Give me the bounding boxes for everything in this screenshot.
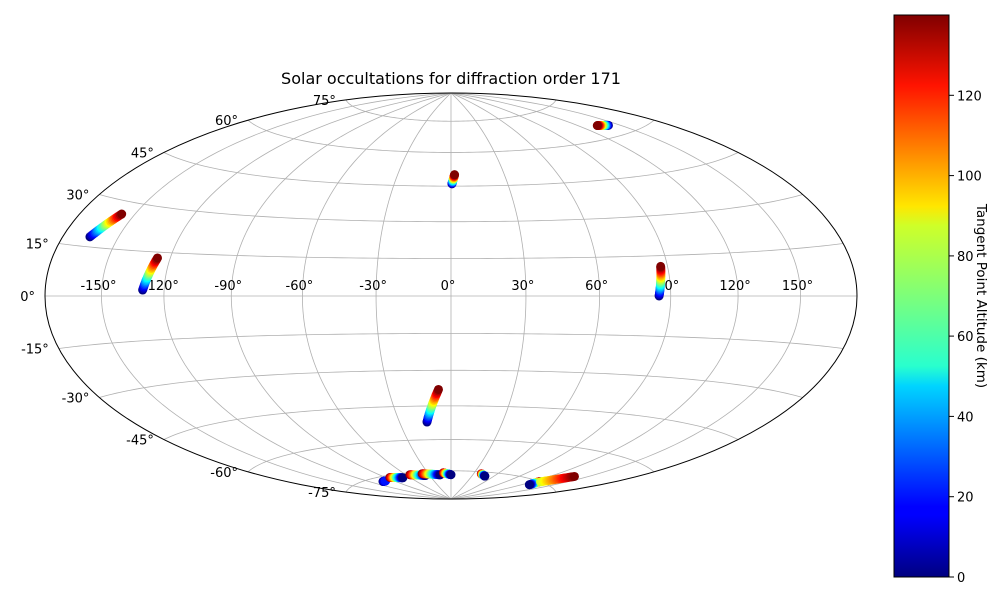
occultation-track <box>654 261 666 301</box>
occultation-track <box>385 472 408 483</box>
latitude-tick-label: -30° <box>62 392 90 407</box>
longitude-tick-labels: -150° -120° -90° -60° -30° 0° 30° 60° 90° 120° 150… <box>80 279 813 294</box>
graticule <box>45 93 857 499</box>
longitude-tick-label: 150° <box>782 279 813 294</box>
latitude-tick-label: 30° <box>66 189 89 204</box>
latitude-tick-label: 75° <box>313 94 336 109</box>
colorbar-tick-label: 20 <box>957 491 974 506</box>
colorbar <box>893 14 950 578</box>
parallel-line <box>345 99 557 122</box>
longitude-tick-label: -90° <box>214 279 242 294</box>
occultation-point <box>446 470 456 480</box>
colorbar-tick-label: 80 <box>957 250 974 265</box>
parallel-line <box>247 439 655 473</box>
occultation-track <box>536 471 579 487</box>
chart-title: Solar occultations for diffraction order… <box>281 69 621 88</box>
occultation-point <box>592 121 602 131</box>
occultation-track <box>447 170 460 189</box>
longitude-tick-label: 60° <box>585 279 608 294</box>
latitude-tick-label: 0° <box>20 290 35 305</box>
latitude-tick-label: -15° <box>21 343 49 358</box>
occultation-points <box>85 120 666 490</box>
longitude-tick-label: -30° <box>359 279 387 294</box>
latitude-tick-label: 60° <box>215 114 238 129</box>
occultation-track <box>138 253 163 295</box>
parallel-line <box>163 405 739 440</box>
occultation-track <box>85 209 127 242</box>
map-boundary <box>44 92 858 500</box>
parallel-line <box>247 119 655 153</box>
latitude-tick-label: 15° <box>26 238 49 253</box>
parallel-line <box>99 194 803 223</box>
latitude-tick-label: -45° <box>126 434 154 449</box>
occultation-point <box>450 170 460 180</box>
occultation-point <box>153 253 163 263</box>
occultation-track <box>592 120 613 131</box>
occultation-point <box>524 480 534 490</box>
longitude-tick-label: 30° <box>511 279 534 294</box>
occultation-point <box>480 471 490 481</box>
latitude-tick-label: -75° <box>308 486 336 501</box>
colorbar-tick-label: 60 <box>957 330 974 345</box>
occultation-point <box>117 209 127 219</box>
occultation-point <box>398 473 408 483</box>
parallel-line <box>99 369 803 398</box>
longitude-tick-label: -150° <box>80 279 116 294</box>
latitude-tick-label: 45° <box>131 147 154 162</box>
colorbar-tick-label: 100 <box>957 170 982 185</box>
parallel-line <box>58 243 844 259</box>
colorbar-tick-label: 0 <box>957 571 965 586</box>
latitude-tick-labels: -75° -60° -45° -30° -15° 0° 15° 30° 45° 60° 75° <box>20 94 336 501</box>
colorbar-label: Tangent Point Altitude (km) <box>973 203 989 388</box>
longitude-tick-label: -120° <box>143 279 179 294</box>
occultation-track <box>438 468 456 480</box>
occultation-point <box>656 261 666 271</box>
colorbar-tick-label: 40 <box>957 410 974 425</box>
longitude-tick-label: 0° <box>441 279 456 294</box>
colorbar-ticks: 0 20 40 60 80 100 120 <box>949 89 982 586</box>
latitude-tick-label: -60° <box>210 466 238 481</box>
occultation-track <box>476 469 490 481</box>
longitude-tick-label: -60° <box>286 279 314 294</box>
occultation-point <box>433 384 443 394</box>
longitude-tick-label: 120° <box>719 279 750 294</box>
parallel-line <box>58 333 844 349</box>
colorbar-tick-label: 120 <box>957 89 982 104</box>
occultation-point <box>569 471 579 481</box>
occultation-track <box>422 384 443 427</box>
